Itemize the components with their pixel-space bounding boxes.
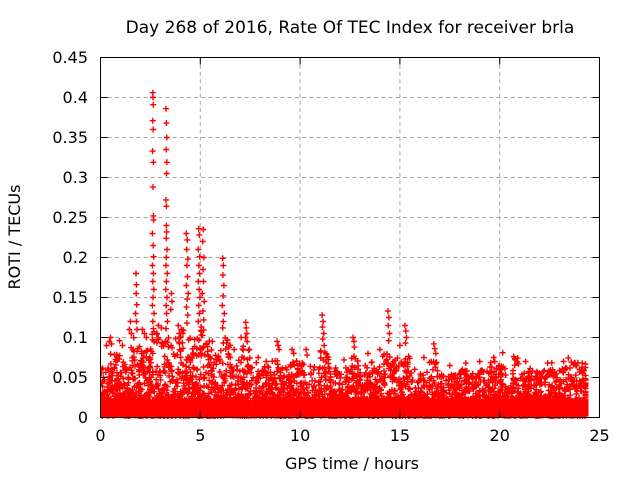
y-tick-label: 0.1 [63, 328, 88, 347]
y-tick-label: 0.35 [52, 128, 88, 147]
y-tick-label: 0.4 [63, 88, 88, 107]
y-tick-label: 0.15 [52, 288, 88, 307]
y-tick-label: 0 [78, 408, 88, 427]
y-tick-label: 0.3 [63, 168, 88, 187]
x-tick-label: 25 [589, 426, 609, 445]
chart-title: Day 268 of 2016, Rate Of TEC Index for r… [126, 18, 575, 38]
x-tick-label: 5 [195, 426, 205, 445]
axes-frame [100, 57, 600, 418]
x-tick-label: 0 [95, 426, 105, 445]
tick-labels: 0 5 10 15 20 25 0 0.05 0.1 0.15 0.2 0.25 0.3 0.35 0.4 0… [52, 48, 609, 445]
x-axis-label: GPS time / hours [285, 454, 419, 473]
x-tick-label: 15 [390, 426, 410, 445]
y-tick-label: 0.45 [52, 48, 88, 67]
y-tick-label: 0.25 [52, 208, 88, 227]
y-axis-label: ROTI / TECUs [5, 185, 24, 290]
data-points-layer [100, 89, 589, 419]
y-tick-label: 0.05 [52, 368, 88, 387]
x-tick-label: 10 [290, 426, 310, 445]
plot-border [100, 57, 600, 418]
y-tick-label: 0.2 [63, 248, 88, 267]
x-tick-label: 20 [490, 426, 510, 445]
scatter-points-path [100, 89, 589, 419]
